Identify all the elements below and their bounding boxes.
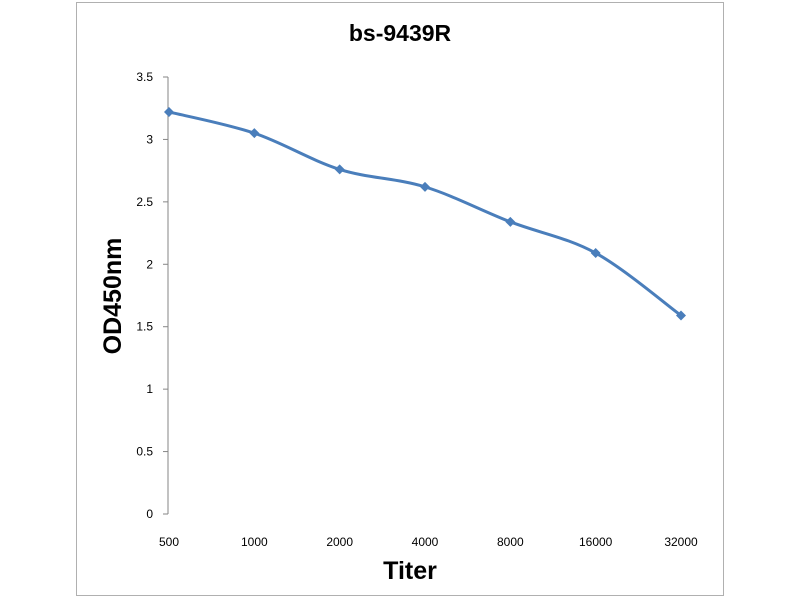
y-tick-label: 2 [146,257,153,271]
data-point-marker [334,164,345,175]
data-point-marker [420,181,430,192]
y-tick-label: 3 [146,132,153,146]
chart-title: bs-9439R [349,20,452,46]
x-tick-label: 2000 [326,535,353,549]
x-tick-label: 32000 [664,535,698,549]
series-line [168,110,682,317]
x-tick-label: 500 [159,535,179,549]
y-tick-label: 1.5 [136,320,153,334]
x-tick-label: 16000 [579,535,613,549]
x-axis-ticks: 500 1000 2000 4000 8000 16000 32000 [159,535,698,549]
data-point-marker [590,248,601,259]
y-tick-label: 0.5 [136,445,153,459]
y-tick-label: 2.5 [136,195,153,209]
y-tick-label: 0 [146,507,153,521]
series-layer [164,106,686,321]
y-axis-title: OD450nm [99,238,127,355]
data-point-marker [676,310,686,321]
x-axis-title: Titer [383,557,437,585]
x-tick-label: 1000 [241,535,268,549]
y-tick-label: 3.5 [136,70,153,84]
x-tick-label: 4000 [412,535,439,549]
x-tick-label: 8000 [497,535,524,549]
data-point-marker [505,216,516,227]
data-point-marker [249,128,260,139]
y-tick-label: 1 [146,382,153,396]
data-point-marker [164,106,174,117]
chart-frame [76,2,724,596]
y-axis-ticks: 0 0.5 1 1.5 2 2.5 3 3.5 [136,70,168,521]
